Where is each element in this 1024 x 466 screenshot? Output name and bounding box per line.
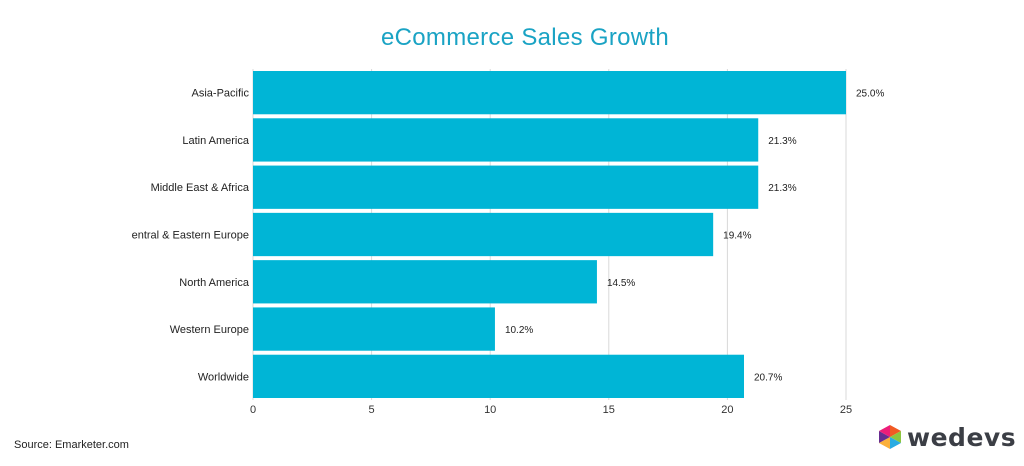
source-note: Source: Emarketer.com (14, 439, 129, 451)
x-tick-label: 20 (721, 404, 733, 416)
bar (253, 260, 597, 304)
bar (253, 71, 846, 115)
value-label: 19.4% (723, 231, 751, 242)
category-label: North America (179, 277, 250, 289)
category-label: entral & Eastern Europe (132, 230, 249, 242)
category-label: Middle East & Africa (151, 182, 250, 194)
value-label: 25.0% (856, 89, 884, 100)
wedevs-logo-icon (879, 425, 901, 449)
bars (253, 71, 846, 398)
bar (253, 165, 759, 209)
bar (253, 354, 745, 398)
x-tick-label: 25 (840, 404, 852, 416)
x-tick-label: 15 (603, 404, 615, 416)
value-label: 10.2% (505, 325, 533, 336)
category-label: Asia-Pacific (192, 88, 250, 100)
labels: 0 5 10 15 20 25 Asia-Pacific 25.0% Latin America… (132, 88, 885, 416)
value-label: 20.7% (754, 372, 782, 383)
bar (253, 118, 759, 162)
category-label: Worldwide (198, 371, 249, 383)
value-label: 21.3% (768, 183, 796, 194)
category-label: Western Europe (170, 324, 249, 336)
x-tick-label: 5 (369, 404, 375, 416)
bar (253, 212, 714, 257)
wedevs-wordmark: wedevs (907, 422, 1017, 452)
x-tick-label: 0 (250, 404, 256, 416)
value-label: 14.5% (607, 278, 635, 289)
category-label: Latin America (182, 135, 250, 147)
bar (253, 307, 495, 351)
x-tick-label: 10 (484, 404, 496, 416)
value-label: 21.3% (768, 136, 796, 147)
chart-title: eCommerce Sales Growth (380, 24, 670, 51)
wedevs-logo: wedevs (876, 421, 1016, 453)
